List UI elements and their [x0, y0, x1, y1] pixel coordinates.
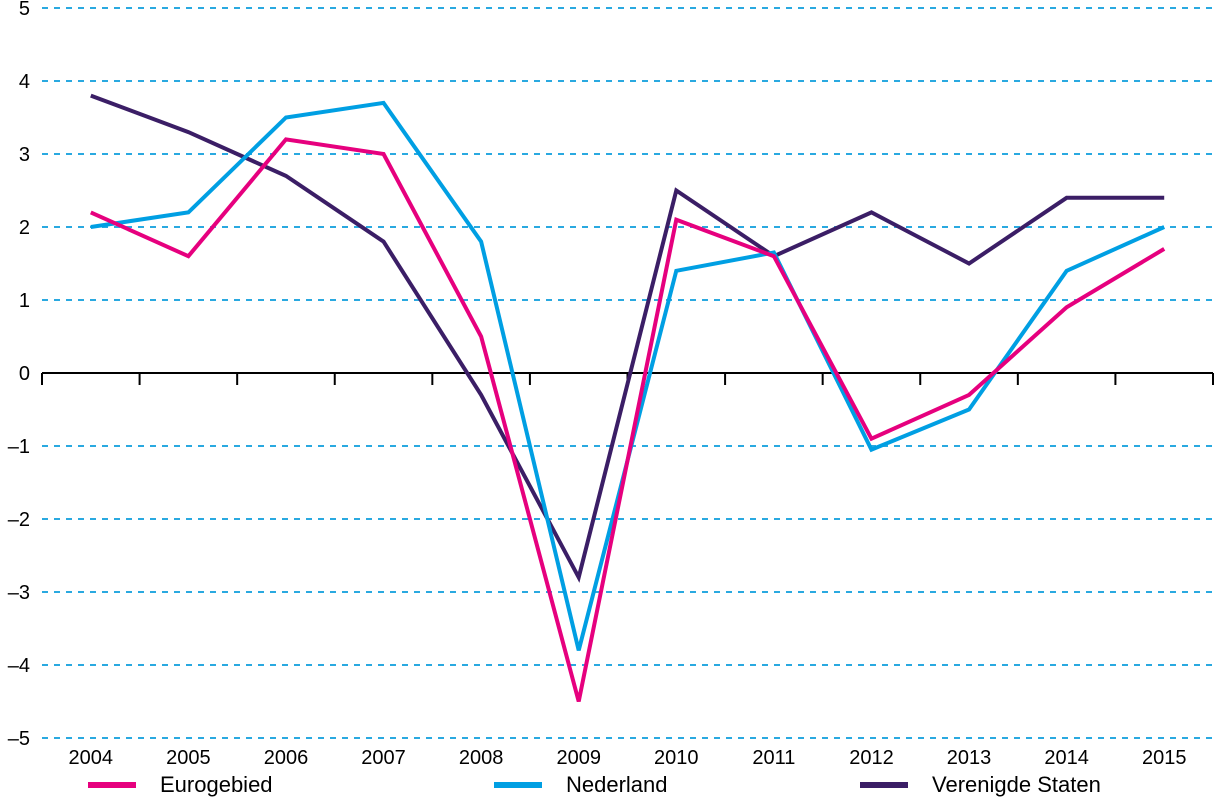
y-tick-label: 4 [19, 71, 30, 93]
x-tick-label: 2011 [752, 747, 795, 769]
x-tick-label: 2005 [166, 747, 211, 769]
y-tick-label: 0 [19, 363, 30, 385]
series-verenigde-staten [91, 96, 1164, 578]
y-tick-label: 1 [19, 290, 30, 312]
x-tick-label: 2008 [459, 747, 504, 769]
legend-label: Eurogebied [160, 772, 273, 797]
series-eurogebied [91, 139, 1164, 701]
y-tick-label: –5 [8, 728, 30, 750]
x-tick-label: 2006 [264, 747, 309, 769]
x-tick-label: 2014 [1044, 747, 1089, 769]
x-tick-label: 2007 [361, 747, 406, 769]
chart-svg: 5 4 3 2 1 0 –1 –2 –3 –4 –5 2004 2005 2006 2007 2008 2009… [0, 0, 1221, 806]
x-tick-label: 2013 [947, 747, 992, 769]
line-chart: 5 4 3 2 1 0 –1 –2 –3 –4 –5 2004 2005 2006 2007 2008 2009… [0, 0, 1221, 806]
x-tick-label: 2009 [556, 747, 601, 769]
y-tick-label: –4 [8, 655, 30, 677]
legend-label: Verenigde Staten [932, 772, 1101, 797]
y-tick-label: –2 [8, 509, 30, 531]
x-tick-label: 2015 [1142, 747, 1187, 769]
y-tick-label: –3 [8, 582, 30, 604]
x-tick-label: 2010 [654, 747, 699, 769]
x-tick-label: 2012 [849, 747, 894, 769]
y-tick-label: 2 [19, 217, 30, 239]
y-tick-label: –1 [8, 436, 30, 458]
y-tick-label: 5 [19, 0, 30, 20]
legend-label: Nederland [566, 772, 668, 797]
y-tick-label: 3 [19, 144, 30, 166]
x-tick-label: 2004 [69, 747, 114, 769]
